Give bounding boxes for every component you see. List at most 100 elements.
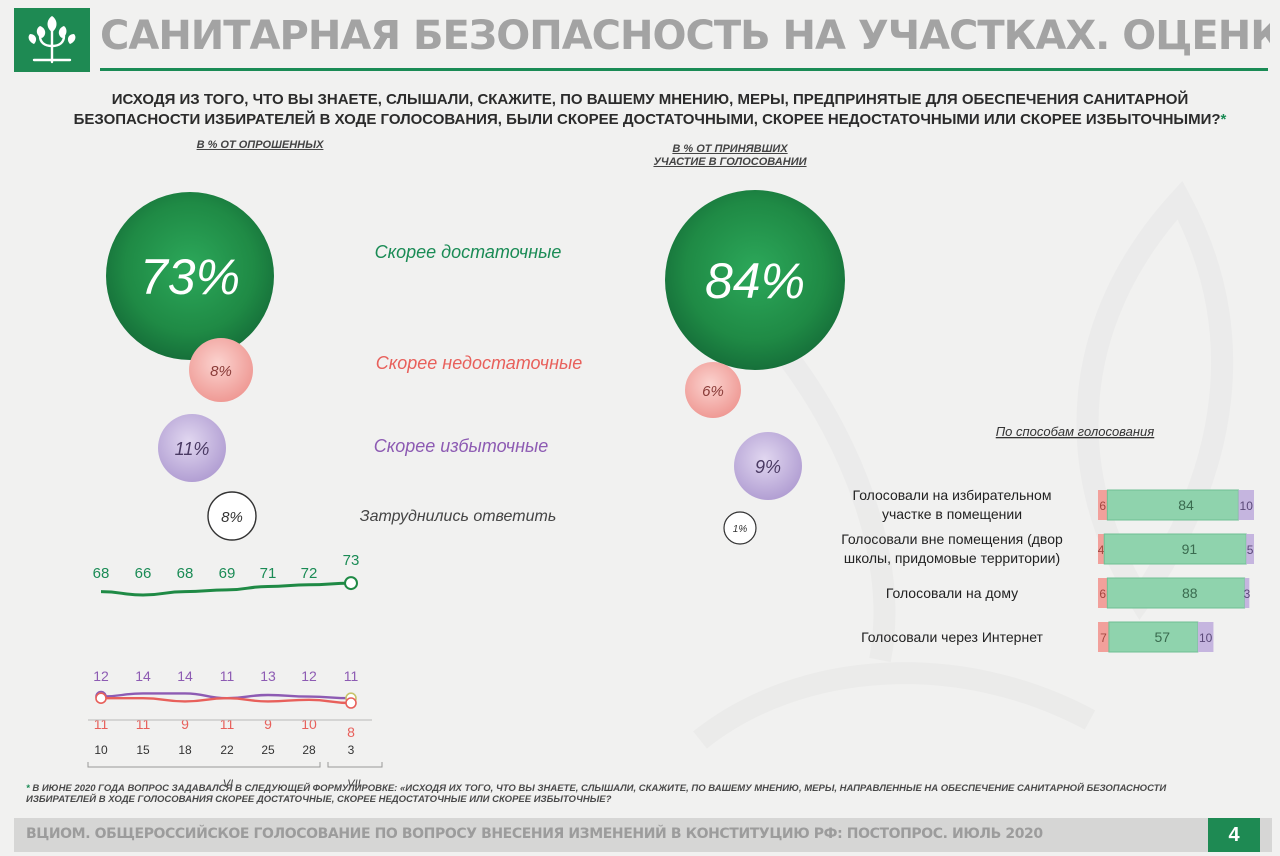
data-label-sufficient: 71 <box>260 565 277 582</box>
bar-value-label: 88 <box>1182 585 1198 601</box>
data-label-excessive: 11 <box>344 668 359 684</box>
question-line-2: безопасности избирателей в ходе голосова… <box>73 111 1227 128</box>
method-category-label: участке в помещении <box>882 506 1022 522</box>
bubble-label-right-sufficient: 84% <box>705 253 805 309</box>
method-category-label: Голосовали на избирательном <box>853 487 1052 503</box>
question-line-1: Исходя из того, что Вы знаете, слышали, … <box>111 91 1189 108</box>
bar-value-label: 10 <box>1240 499 1254 513</box>
bar-value-label: 57 <box>1154 629 1170 645</box>
right-chart-subtitle-line-1: в % от принявших <box>672 143 788 155</box>
bar-segment-sufficient <box>1106 489 1239 521</box>
bar-segment-sufficient <box>1108 621 1199 653</box>
data-label-excessive: 12 <box>93 668 109 684</box>
bubble-left-excessive <box>158 414 226 482</box>
data-label-sufficient: 68 <box>93 565 110 582</box>
method-category-label: Голосовали через Интернет <box>861 629 1043 645</box>
bubble-right-sufficient <box>665 190 845 370</box>
bubble-left-sufficient <box>106 192 274 360</box>
method-category-label: Голосовали вне помещения (двор <box>841 531 1063 547</box>
category-label-excessive: Скорее избыточные <box>374 436 549 456</box>
x-tick-label: 25 <box>261 743 275 757</box>
footnote: * в июне 2020 года вопрос задавался в сл… <box>26 783 1226 805</box>
month-bracket-july <box>327 762 383 768</box>
footnote-line-2: избирателей в ходе голосования скорее до… <box>26 794 612 805</box>
data-label-insufficient: 8 <box>347 724 355 740</box>
data-label-excessive: 14 <box>135 668 151 684</box>
footnote-star: * <box>26 783 30 794</box>
data-label-sufficient: 69 <box>219 565 236 582</box>
data-label-insufficient: 11 <box>220 716 235 732</box>
bubble-label-left-excessive: 11% <box>175 439 210 459</box>
bubble-right-excessive <box>734 432 802 500</box>
bar-value-label: 7 <box>1100 631 1107 645</box>
x-tick-label: 10 <box>94 743 108 757</box>
bubble-left-unsure <box>207 491 257 541</box>
data-label-insufficient: 9 <box>181 716 189 732</box>
data-label-excessive: 14 <box>177 668 193 684</box>
data-label-insufficient: 10 <box>301 716 317 732</box>
month-bracket-june <box>87 762 321 768</box>
bubble-left-insufficient <box>189 338 253 402</box>
bar-value-label: 3 <box>1244 587 1251 601</box>
category-label-unsure: Затруднились ответить <box>360 508 556 525</box>
bar-value-label: 5 <box>1247 543 1254 557</box>
bubble-label-left-sufficient: 73% <box>140 249 240 305</box>
data-label-insufficient: 11 <box>136 716 151 732</box>
bar-segment-insufficient <box>1098 622 1109 652</box>
trend-chart-insufficient-excessive: 12 14 14 11 13 12 11 11 11 9 11 9 10 8 10 15 18 22 25 28 3 VI… <box>87 668 383 790</box>
bubble-label-right-insufficient: 6% <box>702 383 724 400</box>
bar-value-label: 6 <box>1099 587 1106 601</box>
data-label-insufficient: 11 <box>94 716 109 732</box>
category-label-sufficient: Скорее достаточные <box>375 242 562 262</box>
question-star: * <box>1220 111 1227 128</box>
data-label-excessive: 12 <box>301 668 317 684</box>
data-label-excessive: 11 <box>220 668 235 684</box>
voting-method-bar-chart: Голосовали на избирательном участке в пом… <box>841 487 1254 653</box>
x-tick-label: 15 <box>136 743 150 757</box>
bar-value-label: 4 <box>1098 543 1105 557</box>
title-rule <box>100 68 1268 71</box>
left-chart-subtitle: в % от опрошенных <box>196 139 324 151</box>
footnote-line-1: * в июне 2020 года вопрос задавался в сл… <box>26 783 1167 794</box>
data-label-sufficient: 73 <box>343 552 360 569</box>
month-label-june: VI <box>223 778 233 790</box>
method-category-label: школы, придомовые территории) <box>844 550 1060 566</box>
survey-question: Исходя из того, что Вы знаете, слышали, … <box>60 90 1240 130</box>
right-chart-subtitle-line-2: участие в голосовании <box>653 156 807 168</box>
right-chart-subtitle: в % от принявших участие в голосовании <box>630 143 830 169</box>
series-line-sufficient <box>100 581 352 597</box>
bar-segment-excessive <box>1246 534 1254 564</box>
trend-chart-sufficient: 68 66 68 69 71 72 73 <box>93 552 360 597</box>
bar-segment-excessive <box>1238 490 1254 520</box>
data-label-excessive: 13 <box>260 668 276 684</box>
data-label-insufficient: 9 <box>264 716 272 732</box>
x-tick-label: 28 <box>302 743 316 757</box>
bar-value-label: 6 <box>1099 499 1106 513</box>
bar-segment-insufficient <box>1098 490 1108 520</box>
bubble-right-insufficient <box>685 362 741 418</box>
data-label-sufficient: 66 <box>135 565 152 582</box>
bar-value-label: 84 <box>1178 497 1194 513</box>
x-tick-label: 22 <box>220 743 234 757</box>
bar-segment-sufficient <box>1103 533 1247 565</box>
series-end-marker <box>345 697 357 709</box>
series-end-marker <box>344 576 358 591</box>
series-start-marker <box>95 692 107 705</box>
method-category-label: Голосовали на дому <box>886 585 1018 601</box>
series-line-insufficient <box>101 696 352 705</box>
month-label-july: VII <box>347 778 360 790</box>
tree-logo-icon <box>28 16 76 64</box>
bar-segment-excessive <box>1244 578 1250 608</box>
x-tick-label: 3 <box>348 743 355 757</box>
bubble-label-left-insufficient: 8% <box>210 363 232 380</box>
bubble-label-right-excessive: 9% <box>755 457 781 477</box>
data-label-sufficient: 72 <box>301 565 318 582</box>
bubble-right-unsure <box>723 511 757 545</box>
bar-segment-insufficient <box>1098 578 1108 608</box>
page-number: 4 <box>1208 818 1260 852</box>
x-tick-label: 18 <box>178 743 192 757</box>
footer-text: ВЦИОМ. ОБЩЕРОССИЙСКОЕ ГОЛОСОВАНИЕ ПО ВОП… <box>26 826 1043 842</box>
method-chart-title: По способам голосования <box>996 424 1155 439</box>
footer-bar <box>14 818 1272 852</box>
bar-segment-sufficient <box>1106 577 1246 609</box>
